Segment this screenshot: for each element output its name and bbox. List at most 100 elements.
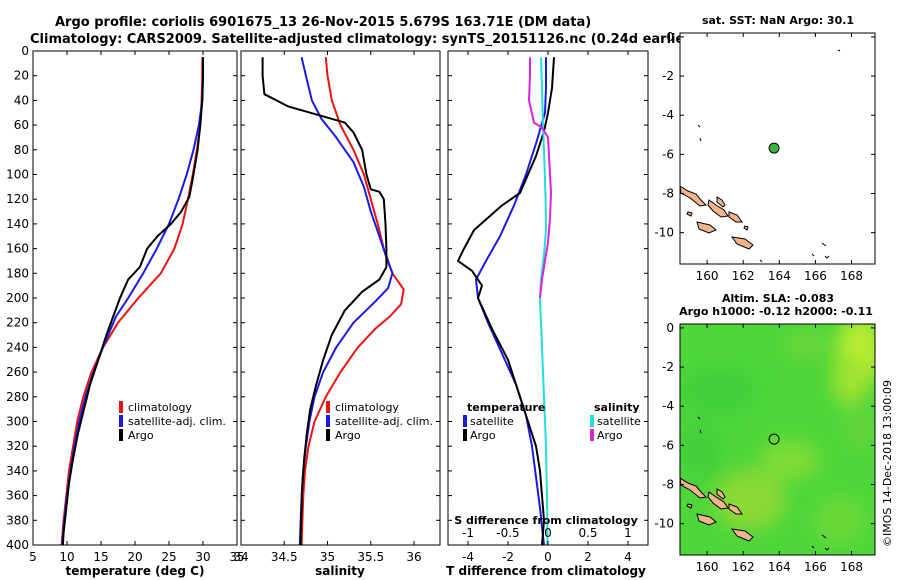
legend-label-satellite: satellite-adj. clim.	[128, 415, 226, 428]
secondary-x-tick-label: -0.5	[496, 526, 519, 540]
reef-mark	[699, 429, 702, 434]
series-line-argo	[261, 57, 388, 545]
map-y-tick-label: -2	[662, 69, 674, 83]
x-tick-label: 10	[59, 550, 74, 564]
map-y-tick-label: -8	[662, 187, 674, 201]
x-tick-label: 35.5	[357, 550, 384, 564]
island-shape	[716, 488, 726, 500]
sla-map-title-line2: Argo h1000: -0.12 h2000: -0.11	[679, 305, 873, 318]
y-tick-label: 200	[6, 291, 29, 305]
salinity-legend: climatology satellite-adj. clim. Argo	[326, 401, 433, 442]
legend-label-climatology: climatology	[335, 401, 399, 414]
reef-mark	[811, 545, 815, 549]
temperature-legend: climatology satellite-adj. clim. Argo	[119, 401, 226, 442]
series-line-satellite-adj-clim-	[61, 57, 204, 545]
salinity-difference-legend: salinity satellite Argo	[590, 401, 641, 442]
sla-map-title-line1: Altim. SLA: -0.083	[722, 292, 834, 305]
difference-xlabel: T difference from climatology	[446, 564, 646, 578]
x-tick-label: 20	[127, 550, 142, 564]
legend-label-t-satellite: satellite	[470, 415, 514, 428]
legend-swatch-argo	[326, 429, 330, 441]
reef-mark	[837, 49, 841, 52]
map-y-tick-label: 0	[666, 321, 674, 335]
island-shape	[707, 491, 729, 510]
x-tick-label: 35	[229, 550, 244, 564]
island-shape	[730, 236, 754, 250]
sla-patch	[832, 354, 868, 406]
legend-swatch-climatology	[326, 401, 330, 413]
secondary-x-tick-label: 0	[544, 526, 552, 540]
temperature-axes-frame	[32, 50, 238, 546]
map-x-tick-label: 160	[696, 560, 719, 574]
sla-patch	[783, 331, 827, 359]
map-y-tick-label: -4	[662, 399, 674, 413]
reef-mark	[821, 242, 827, 247]
figure-title-line1: Argo profile: coriolis 6901675_13 26-Nov…	[55, 15, 591, 30]
series-line-s-satellite	[539, 57, 549, 545]
reef-mark	[824, 547, 830, 551]
legend-label-s-satellite: satellite	[597, 415, 641, 428]
x-tick-label: -4	[462, 550, 474, 564]
map-x-tick-label: 164	[768, 269, 791, 283]
map-x-tick-label: 166	[804, 269, 827, 283]
islands	[680, 49, 841, 263]
y-tick-label: 260	[6, 365, 29, 379]
legend-label-argo: Argo	[335, 429, 361, 442]
map-y-tick-label: -4	[662, 108, 674, 122]
series-line-s-argo	[528, 57, 552, 299]
islands	[680, 416, 830, 551]
map-x-tick-label: 168	[840, 269, 863, 283]
legend-swatch-t-satellite	[463, 415, 467, 427]
sla-patch	[760, 440, 820, 480]
legend-swatch-climatology	[119, 401, 123, 413]
y-tick-label: 340	[6, 464, 29, 478]
map-x-tick-label: 160	[696, 269, 719, 283]
sst-map-panel: sat. SST: NaN Argo: 30.1	[654, 14, 876, 283]
y-tick-label: 320	[6, 439, 29, 453]
legend-swatch-s-satellite	[590, 415, 594, 427]
salinity-panel: 34 34.5 35 35.5 36 climatology satellite-adj…	[233, 50, 441, 578]
map-y-tick-label: -10	[654, 226, 674, 240]
island-shape	[728, 503, 743, 515]
difference-panel: -4 -2 0 2 4 -1 -0.5 0 0.5 1 temperature satellite…	[446, 50, 649, 578]
y-tick-label: 60	[14, 118, 29, 132]
map-y-tick-label: -2	[662, 360, 674, 374]
x-tick-label: 0	[544, 550, 552, 564]
legend-label-s-argo: Argo	[597, 429, 623, 442]
argo-location-marker	[768, 142, 780, 154]
y-tick-label: 100	[6, 168, 29, 182]
legend-swatch-t-argo	[463, 429, 467, 441]
legend-heading-temperature: temperature	[467, 401, 545, 414]
map-y-tick-label: -10	[654, 517, 674, 531]
map-y-tick-label: -6	[662, 438, 674, 452]
legend-label-climatology: climatology	[128, 401, 192, 414]
sla-patch	[680, 420, 720, 480]
series-line-climatology	[300, 57, 405, 545]
sla-patch	[814, 496, 866, 544]
x-tick-label: 36	[406, 550, 421, 564]
temperature-panel: 0 20 40 60 80 100 120 140 160 180 200 220 240 260 280 3…	[6, 44, 245, 578]
y-tick-label: 400	[6, 538, 29, 552]
temperature-difference-legend: temperature satellite Argo	[463, 401, 545, 442]
x-tick-label: 2	[584, 550, 592, 564]
secondary-x-tick-label: 0.5	[578, 526, 597, 540]
legend-swatch-satellite	[119, 415, 123, 427]
y-tick-label: 40	[14, 93, 29, 107]
island-shape	[680, 477, 708, 499]
y-tick-label: 160	[6, 242, 29, 256]
secondary-x-tick-label: 1	[624, 526, 632, 540]
island-shape	[680, 185, 708, 207]
legend-label-argo: Argo	[128, 429, 154, 442]
map-x-tick-label: 162	[732, 269, 755, 283]
map-x-tick-label: 166	[804, 560, 827, 574]
y-tick-label: 0	[21, 44, 29, 58]
secondary-x-tick-label: -1	[462, 526, 474, 540]
island-shape	[730, 528, 754, 542]
sst-map-title: sat. SST: NaN Argo: 30.1	[702, 14, 854, 27]
x-tick-label: 35	[320, 550, 335, 564]
reef-mark	[697, 124, 701, 128]
sla-field	[680, 324, 875, 544]
imos-watermark: ©IMOS 14-Dec-2018 13:00:09	[881, 380, 894, 547]
series-line-satellite-adj-clim-	[298, 56, 394, 545]
